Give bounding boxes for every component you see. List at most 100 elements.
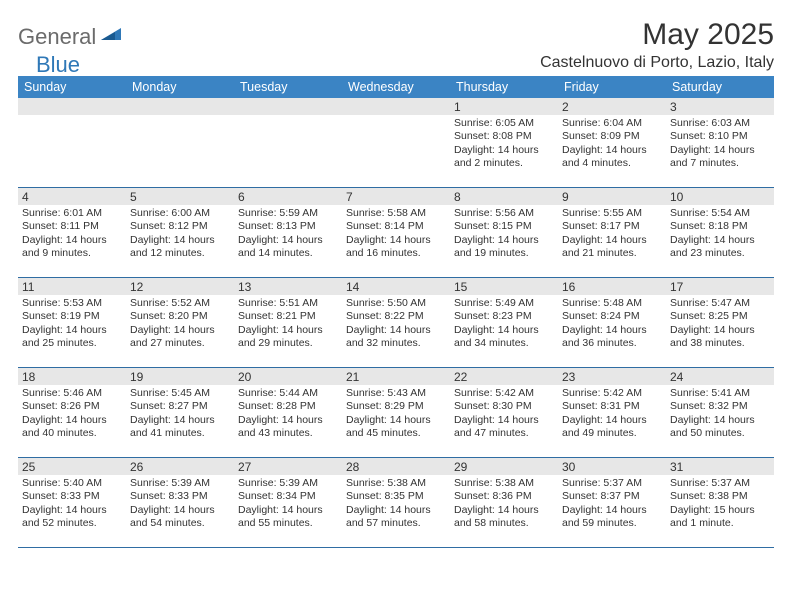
sunrise-text: Sunrise: 5:54 AM xyxy=(670,207,770,220)
day-number: 3 xyxy=(666,98,774,115)
day-cell: 18Sunrise: 5:46 AMSunset: 8:26 PMDayligh… xyxy=(18,368,126,458)
daylight-text: Daylight: 14 hours and 49 minutes. xyxy=(562,414,662,441)
sunset-text: Sunset: 8:32 PM xyxy=(670,400,770,413)
sunrise-text: Sunrise: 5:45 AM xyxy=(130,387,230,400)
day-number: 31 xyxy=(666,458,774,475)
sunset-text: Sunset: 8:21 PM xyxy=(238,310,338,323)
sunrise-text: Sunrise: 5:53 AM xyxy=(22,297,122,310)
logo-text-general: General xyxy=(18,24,96,50)
sunset-text: Sunset: 8:23 PM xyxy=(454,310,554,323)
day-cell: 15Sunrise: 5:49 AMSunset: 8:23 PMDayligh… xyxy=(450,278,558,368)
day-number: 19 xyxy=(126,368,234,385)
daylight-text: Daylight: 14 hours and 43 minutes. xyxy=(238,414,338,441)
day-details: Sunrise: 5:39 AMSunset: 8:34 PMDaylight:… xyxy=(234,475,342,533)
empty-day-cell xyxy=(234,98,342,188)
sunrise-text: Sunrise: 5:46 AM xyxy=(22,387,122,400)
location-subtitle: Castelnuovo di Porto, Lazio, Italy xyxy=(540,54,774,72)
sunrise-text: Sunrise: 5:50 AM xyxy=(346,297,446,310)
day-number: 23 xyxy=(558,368,666,385)
day-details: Sunrise: 5:54 AMSunset: 8:18 PMDaylight:… xyxy=(666,205,774,263)
sunset-text: Sunset: 8:14 PM xyxy=(346,220,446,233)
weekday-wednesday: Wednesday xyxy=(342,76,450,98)
sunset-text: Sunset: 8:25 PM xyxy=(670,310,770,323)
day-cell: 22Sunrise: 5:42 AMSunset: 8:30 PMDayligh… xyxy=(450,368,558,458)
sunset-text: Sunset: 8:28 PM xyxy=(238,400,338,413)
day-details: Sunrise: 5:58 AMSunset: 8:14 PMDaylight:… xyxy=(342,205,450,263)
day-number-bar xyxy=(126,98,234,115)
day-details: Sunrise: 5:50 AMSunset: 8:22 PMDaylight:… xyxy=(342,295,450,353)
day-details: Sunrise: 5:39 AMSunset: 8:33 PMDaylight:… xyxy=(126,475,234,533)
empty-day-cell xyxy=(18,98,126,188)
daylight-text: Daylight: 14 hours and 59 minutes. xyxy=(562,504,662,531)
day-number: 13 xyxy=(234,278,342,295)
sunset-text: Sunset: 8:08 PM xyxy=(454,130,554,143)
day-details: Sunrise: 6:00 AMSunset: 8:12 PMDaylight:… xyxy=(126,205,234,263)
day-number: 18 xyxy=(18,368,126,385)
daylight-text: Daylight: 14 hours and 52 minutes. xyxy=(22,504,122,531)
day-cell: 28Sunrise: 5:38 AMSunset: 8:35 PMDayligh… xyxy=(342,458,450,548)
day-details: Sunrise: 5:45 AMSunset: 8:27 PMDaylight:… xyxy=(126,385,234,443)
logo-triangle-icon xyxy=(101,26,123,47)
day-cell: 9Sunrise: 5:55 AMSunset: 8:17 PMDaylight… xyxy=(558,188,666,278)
sunrise-text: Sunrise: 5:39 AM xyxy=(238,477,338,490)
day-number: 14 xyxy=(342,278,450,295)
weekday-header-row: Sunday Monday Tuesday Wednesday Thursday… xyxy=(18,76,774,98)
sunset-text: Sunset: 8:27 PM xyxy=(130,400,230,413)
day-number: 1 xyxy=(450,98,558,115)
day-details: Sunrise: 5:41 AMSunset: 8:32 PMDaylight:… xyxy=(666,385,774,443)
day-cell: 21Sunrise: 5:43 AMSunset: 8:29 PMDayligh… xyxy=(342,368,450,458)
day-details: Sunrise: 5:42 AMSunset: 8:30 PMDaylight:… xyxy=(450,385,558,443)
daylight-text: Daylight: 14 hours and 32 minutes. xyxy=(346,324,446,351)
sunset-text: Sunset: 8:10 PM xyxy=(670,130,770,143)
sunrise-text: Sunrise: 5:38 AM xyxy=(346,477,446,490)
day-number-bar xyxy=(342,98,450,115)
day-details: Sunrise: 5:38 AMSunset: 8:35 PMDaylight:… xyxy=(342,475,450,533)
day-number: 17 xyxy=(666,278,774,295)
sunrise-text: Sunrise: 5:41 AM xyxy=(670,387,770,400)
day-cell: 16Sunrise: 5:48 AMSunset: 8:24 PMDayligh… xyxy=(558,278,666,368)
daylight-text: Daylight: 14 hours and 23 minutes. xyxy=(670,234,770,261)
day-number: 29 xyxy=(450,458,558,475)
day-details: Sunrise: 6:04 AMSunset: 8:09 PMDaylight:… xyxy=(558,115,666,173)
day-details: Sunrise: 5:38 AMSunset: 8:36 PMDaylight:… xyxy=(450,475,558,533)
sunrise-text: Sunrise: 5:37 AM xyxy=(562,477,662,490)
daylight-text: Daylight: 14 hours and 38 minutes. xyxy=(670,324,770,351)
sunrise-text: Sunrise: 5:42 AM xyxy=(454,387,554,400)
weekday-friday: Friday xyxy=(558,76,666,98)
sunset-text: Sunset: 8:17 PM xyxy=(562,220,662,233)
daylight-text: Daylight: 14 hours and 14 minutes. xyxy=(238,234,338,261)
day-cell: 27Sunrise: 5:39 AMSunset: 8:34 PMDayligh… xyxy=(234,458,342,548)
day-details: Sunrise: 5:48 AMSunset: 8:24 PMDaylight:… xyxy=(558,295,666,353)
sunset-text: Sunset: 8:09 PM xyxy=(562,130,662,143)
daylight-text: Daylight: 14 hours and 55 minutes. xyxy=(238,504,338,531)
day-cell: 19Sunrise: 5:45 AMSunset: 8:27 PMDayligh… xyxy=(126,368,234,458)
sunrise-text: Sunrise: 5:37 AM xyxy=(670,477,770,490)
day-details: Sunrise: 5:42 AMSunset: 8:31 PMDaylight:… xyxy=(558,385,666,443)
sunrise-text: Sunrise: 5:42 AM xyxy=(562,387,662,400)
day-number: 15 xyxy=(450,278,558,295)
day-cell: 5Sunrise: 6:00 AMSunset: 8:12 PMDaylight… xyxy=(126,188,234,278)
day-details: Sunrise: 5:46 AMSunset: 8:26 PMDaylight:… xyxy=(18,385,126,443)
daylight-text: Daylight: 14 hours and 4 minutes. xyxy=(562,144,662,171)
sunset-text: Sunset: 8:29 PM xyxy=(346,400,446,413)
day-number: 28 xyxy=(342,458,450,475)
sunset-text: Sunset: 8:35 PM xyxy=(346,490,446,503)
day-cell: 14Sunrise: 5:50 AMSunset: 8:22 PMDayligh… xyxy=(342,278,450,368)
sunset-text: Sunset: 8:33 PM xyxy=(130,490,230,503)
month-title: May 2025 xyxy=(540,18,774,52)
day-cell: 6Sunrise: 5:59 AMSunset: 8:13 PMDaylight… xyxy=(234,188,342,278)
day-number: 30 xyxy=(558,458,666,475)
day-cell: 3Sunrise: 6:03 AMSunset: 8:10 PMDaylight… xyxy=(666,98,774,188)
sunset-text: Sunset: 8:37 PM xyxy=(562,490,662,503)
sunrise-text: Sunrise: 6:01 AM xyxy=(22,207,122,220)
day-number: 7 xyxy=(342,188,450,205)
day-number-bar xyxy=(234,98,342,115)
daylight-text: Daylight: 14 hours and 21 minutes. xyxy=(562,234,662,261)
day-details: Sunrise: 5:40 AMSunset: 8:33 PMDaylight:… xyxy=(18,475,126,533)
daylight-text: Daylight: 14 hours and 58 minutes. xyxy=(454,504,554,531)
daylight-text: Daylight: 15 hours and 1 minute. xyxy=(670,504,770,531)
day-details: Sunrise: 5:59 AMSunset: 8:13 PMDaylight:… xyxy=(234,205,342,263)
day-details: Sunrise: 5:37 AMSunset: 8:38 PMDaylight:… xyxy=(666,475,774,533)
day-cell: 7Sunrise: 5:58 AMSunset: 8:14 PMDaylight… xyxy=(342,188,450,278)
daylight-text: Daylight: 14 hours and 25 minutes. xyxy=(22,324,122,351)
